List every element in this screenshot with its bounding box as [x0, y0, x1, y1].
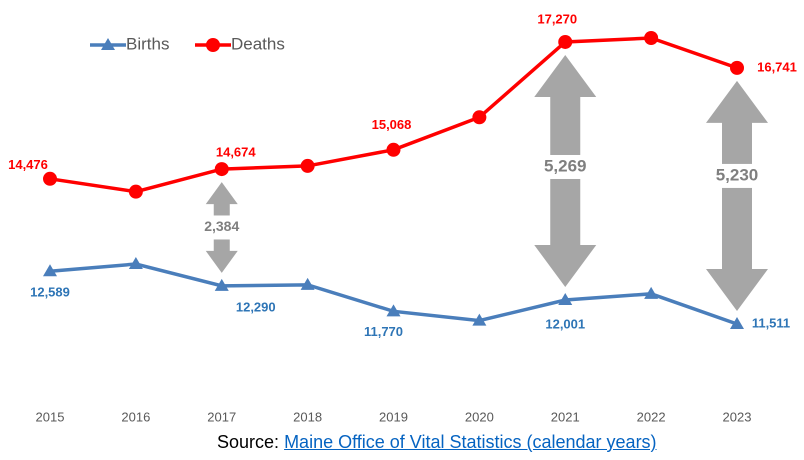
annotation-bg	[197, 215, 246, 240]
legend-marker	[206, 38, 220, 52]
marker	[300, 277, 315, 290]
marker	[644, 286, 659, 299]
marker	[730, 317, 744, 329]
marker	[386, 142, 401, 157]
x-tick-label: 2018	[293, 409, 322, 424]
marker	[214, 278, 229, 291]
difference-arrow	[706, 80, 768, 311]
legend-label: Deaths	[231, 34, 285, 53]
marker	[128, 184, 143, 199]
source-link[interactable]: Maine Office of Vital Statistics (calend…	[284, 432, 657, 452]
x-tick-label: 2023	[723, 409, 752, 424]
x-tick-label: 2017	[207, 409, 236, 424]
marker	[214, 162, 229, 177]
data-label: 12,001	[545, 316, 585, 331]
data-label: 11,511	[752, 315, 790, 330]
legend-label: Births	[126, 34, 169, 53]
x-tick-label: 2016	[121, 409, 150, 424]
x-tick-label: 2022	[637, 409, 666, 424]
source-prefix: Source:	[217, 432, 280, 452]
marker	[558, 34, 573, 49]
data-label: 16,741	[757, 59, 797, 74]
marker	[386, 304, 401, 317]
data-label: 12,589	[30, 285, 70, 300]
marker	[43, 171, 57, 186]
marker	[300, 158, 315, 173]
data-label: 17,270	[537, 11, 577, 26]
marker	[43, 264, 57, 277]
x-tick-label: 2020	[465, 409, 494, 424]
series-line	[49, 36, 738, 194]
data-label: 14,674	[216, 145, 257, 160]
x-tick-label: 2021	[551, 409, 580, 424]
data-label: 15,068	[372, 117, 412, 132]
data-label: 12,290	[236, 299, 276, 314]
data-label: 14,476	[8, 157, 48, 172]
marker	[472, 110, 487, 125]
marker	[644, 31, 659, 45]
marker	[472, 313, 487, 326]
annotation-bg	[707, 163, 767, 188]
marker	[128, 257, 143, 270]
annotation-label: 5,230	[716, 165, 759, 184]
data-label: 11,770	[364, 324, 403, 339]
annotation-label: 5,269	[544, 156, 587, 175]
chart: 2015 2016 2017 2018 2019 2020 2021 2022 2023 2,38…	[8, 11, 797, 424]
marker	[730, 60, 744, 75]
x-tick-label: 2019	[379, 409, 408, 424]
x-tick-label: 2015	[36, 409, 65, 424]
legend-marker	[101, 38, 115, 50]
marker	[558, 293, 573, 306]
annotation-bg	[535, 154, 596, 179]
annotation-label: 2,384	[204, 218, 239, 234]
source: Source: Maine Office of Vital Statistics…	[217, 432, 657, 453]
